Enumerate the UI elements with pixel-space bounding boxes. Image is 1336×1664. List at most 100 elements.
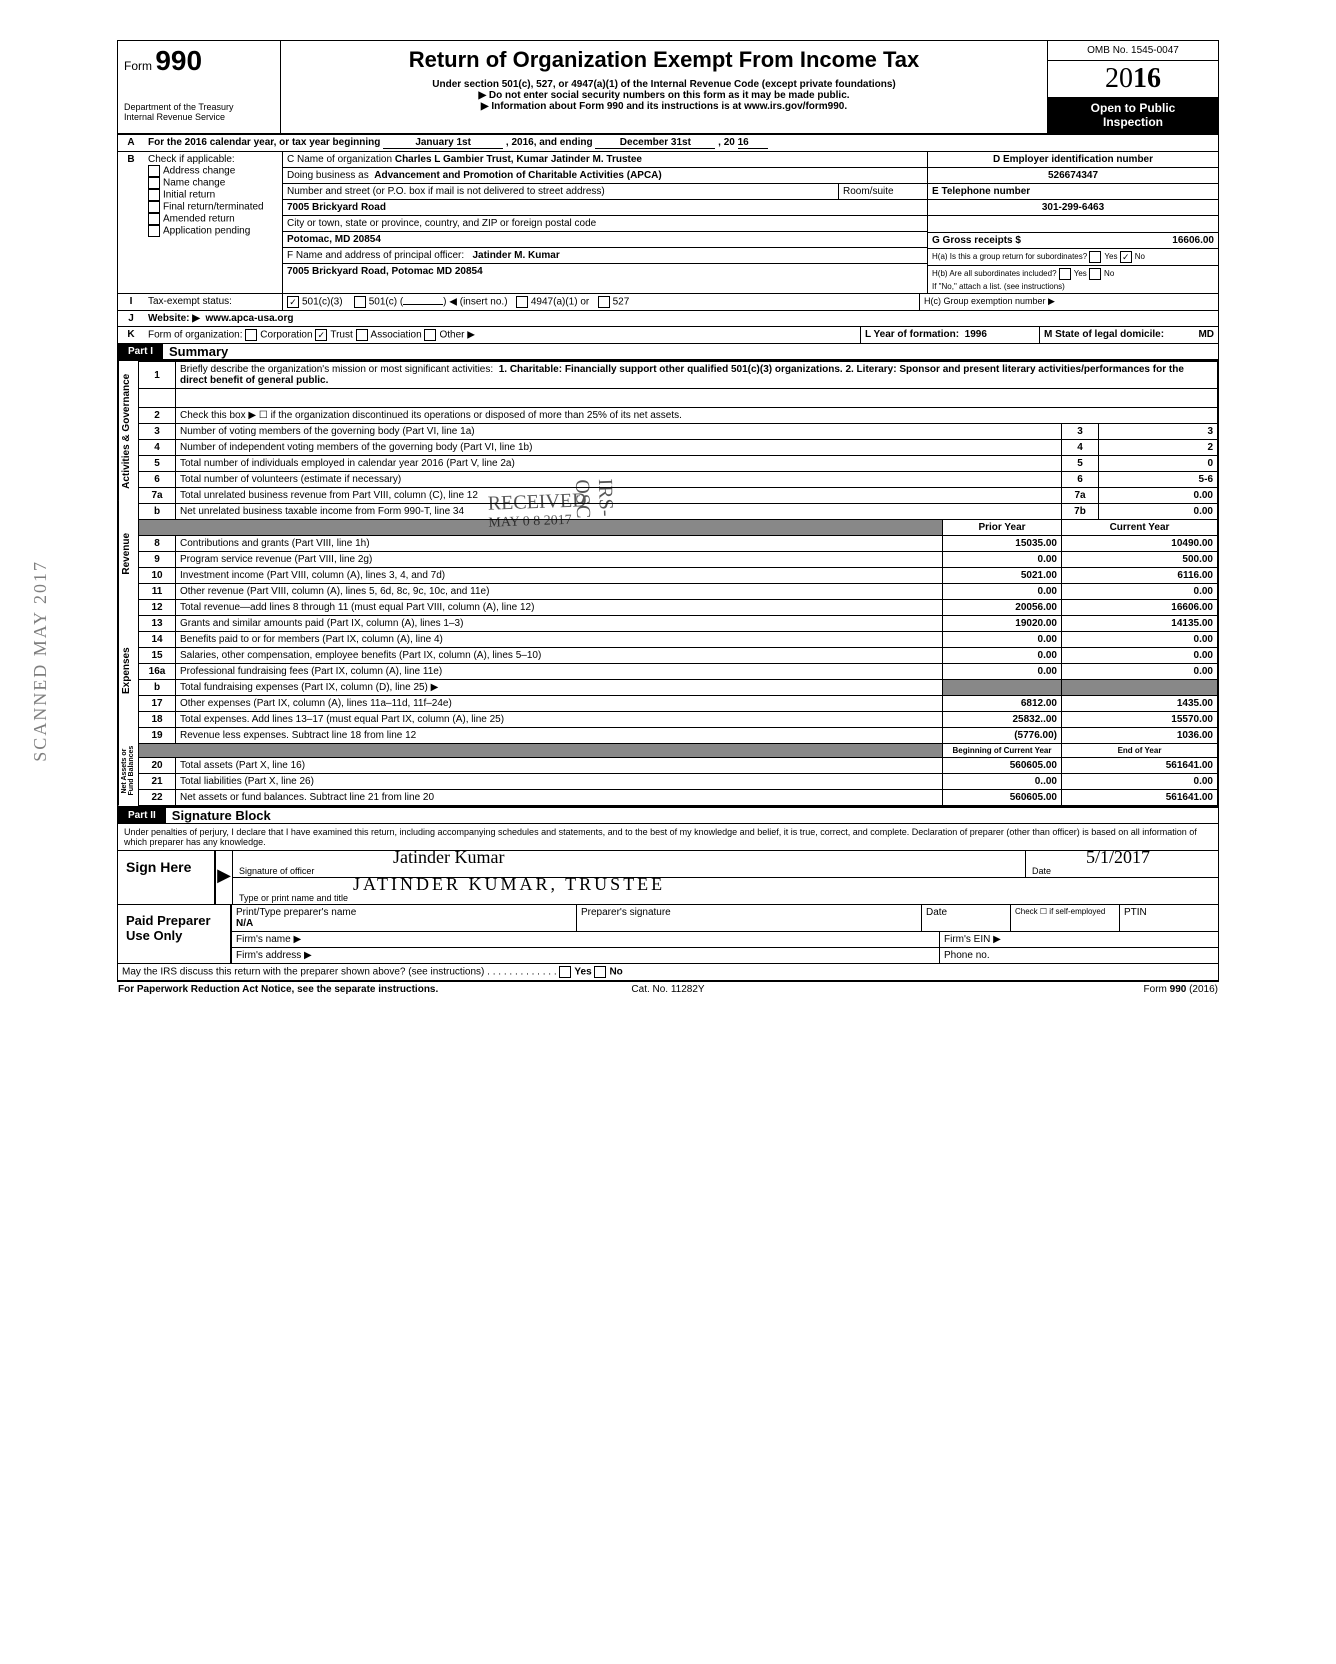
hb-no[interactable]	[1089, 268, 1101, 280]
subtitle-3: Information about Form 990 and its instr…	[289, 101, 1039, 112]
phone-label: Phone no.	[940, 948, 1218, 963]
ha-no[interactable]	[1120, 251, 1132, 263]
ein-value: 526674347	[928, 168, 1218, 184]
officer-name: Jatinder M. Kumar	[472, 250, 559, 261]
hc-label: H(c) Group exemption number ▶	[919, 294, 1218, 310]
e-label: E Telephone number	[928, 184, 1218, 200]
line-3: 3Number of voting members of the governi…	[139, 424, 1218, 440]
summary-table: 1 Briefly describe the organization's mi…	[138, 361, 1218, 806]
line-13: 13Grants and similar amounts paid (Part …	[139, 616, 1218, 632]
line-7b: bNet unrelated business taxable income f…	[139, 504, 1218, 520]
officer-address: 7005 Brickyard Road, Potomac MD 20854	[287, 266, 483, 277]
printed-name: JATINDER KUMAR, TRUSTEE	[353, 874, 665, 895]
form-title: Return of Organization Exempt From Incom…	[289, 47, 1039, 73]
street-address: 7005 Brickyard Road	[283, 200, 927, 215]
c-label: C Name of organization	[287, 154, 392, 165]
f-label: F Name and address of principal officer:	[287, 250, 464, 261]
row-j-label: J	[118, 311, 144, 326]
city-label: City or town, state or province, country…	[283, 216, 927, 231]
firm-ein-label: Firm's EIN ▶	[940, 932, 1218, 947]
line-10: 10Investment income (Part VIII, column (…	[139, 568, 1218, 584]
cb-assoc[interactable]	[356, 329, 368, 341]
omb-number: OMB No. 1545-0047	[1048, 41, 1218, 61]
website-value: www.apca-usa.org	[206, 313, 294, 324]
dba-label: Doing business as	[287, 170, 369, 181]
sig-officer-label: Signature of officer	[239, 866, 314, 876]
l-label: L Year of formation:	[865, 329, 959, 340]
cb-name-change[interactable]	[148, 177, 160, 189]
cb-address-change[interactable]	[148, 165, 160, 177]
scanned-stamp: SCANNED MAY 2017	[30, 560, 51, 762]
line-21: 21Total liabilities (Part X, line 26)0..…	[139, 774, 1218, 790]
line-20: 20Total assets (Part X, line 16)560605.0…	[139, 758, 1218, 774]
line-17: 17Other expenses (Part IX, column (A), l…	[139, 696, 1218, 712]
self-employed-check[interactable]: Check ☐ if self-employed	[1011, 905, 1120, 931]
paid-preparer-label: Paid Preparer Use Only	[118, 905, 232, 963]
officer-signature: Jatinder Kumar	[393, 847, 504, 868]
cb-501c3[interactable]	[287, 296, 299, 308]
line-9: 9Program service revenue (Part VIII, lin…	[139, 552, 1218, 568]
year-formation: 1996	[965, 329, 987, 340]
perjury-statement: Under penalties of perjury, I declare th…	[118, 824, 1218, 851]
line-7a: 7aTotal unrelated business revenue from …	[139, 488, 1218, 504]
form-number: Form 990	[124, 45, 274, 77]
prep-name-label: Print/Type preparer's name	[236, 907, 572, 918]
name-label: Type or print name and title	[239, 893, 348, 903]
sign-date: 5/1/2017	[1086, 847, 1150, 868]
tax-year: 2016	[1048, 61, 1218, 97]
form-footer: Form 990 (2016)	[705, 984, 1218, 995]
ha-yes[interactable]	[1089, 251, 1101, 263]
part2-label: Part II	[118, 808, 166, 823]
cb-501c[interactable]	[354, 296, 366, 308]
firm-addr-label: Firm's address ▶	[232, 948, 940, 963]
line-15: 15Salaries, other compensation, employee…	[139, 648, 1218, 664]
org-name: Charles L Gambier Trust, Kumar Jatinder …	[395, 154, 642, 165]
cb-other[interactable]	[424, 329, 436, 341]
cb-trust[interactable]	[315, 329, 327, 341]
group-expenses: Expenses	[118, 605, 138, 736]
part2-title: Signature Block	[166, 808, 271, 823]
dba-value: Advancement and Promotion of Charitable …	[374, 170, 661, 181]
date-label: Date	[1032, 866, 1051, 876]
line-16b: bTotal fundraising expenses (Part IX, co…	[139, 680, 1218, 696]
gross-receipts: 16606.00	[1172, 235, 1214, 246]
hb-yes[interactable]	[1059, 268, 1071, 280]
line-18: 18Total expenses. Add lines 13–17 (must …	[139, 712, 1218, 728]
discuss-yes[interactable]	[559, 966, 571, 978]
cb-initial-return[interactable]	[148, 189, 160, 201]
addr-label: Number and street (or P.O. box if mail i…	[287, 186, 605, 197]
row-i-label: I	[118, 294, 144, 310]
line-11: 11Other revenue (Part VIII, column (A), …	[139, 584, 1218, 600]
row-a-text: For the 2016 calendar year, or tax year …	[144, 135, 1218, 151]
hdr-current: Current Year	[1062, 520, 1218, 536]
open-inspection: Open to PublicInspection	[1048, 97, 1218, 133]
phone-value: 301-299-6463	[928, 200, 1218, 216]
row-k-label: K	[118, 327, 144, 343]
check-applicable: Check if applicable: Address change Name…	[144, 152, 283, 293]
subtitle-2: Do not enter social security numbers on …	[289, 90, 1039, 101]
hb-label: H(b) Are all subordinates included?	[932, 269, 1057, 278]
irs-discuss: May the IRS discuss this return with the…	[118, 964, 1218, 980]
hb-note: If "No," attach a list. (see instruction…	[928, 282, 1218, 293]
d-label: D Employer identification number	[928, 152, 1218, 168]
cb-4947[interactable]	[516, 296, 528, 308]
discuss-no[interactable]	[594, 966, 606, 978]
cb-corp[interactable]	[245, 329, 257, 341]
cb-amended[interactable]	[148, 213, 160, 225]
m-label: M State of legal domicile:	[1044, 329, 1164, 340]
g-label: G Gross receipts $	[932, 235, 1021, 246]
form-990: Form 990 Department of the Treasury Inte…	[117, 40, 1219, 982]
ha-label: H(a) Is this a group return for subordin…	[932, 252, 1087, 261]
cb-527[interactable]	[598, 296, 610, 308]
paperwork-notice: For Paperwork Reduction Act Notice, see …	[118, 984, 631, 995]
firm-name-label: Firm's name ▶	[232, 932, 940, 947]
line-19: 19Revenue less expenses. Subtract line 1…	[139, 728, 1218, 744]
cb-final-return[interactable]	[148, 201, 160, 213]
cb-pending[interactable]	[148, 225, 160, 237]
preparer-name: N/A	[236, 918, 253, 929]
line-4: 4Number of independent voting members of…	[139, 440, 1218, 456]
dept-treasury: Department of the Treasury Internal Reve…	[124, 103, 274, 123]
row-a-label: A	[118, 135, 144, 151]
tax-exempt-label: Tax-exempt status:	[144, 294, 283, 310]
prep-date-label: Date	[922, 905, 1011, 931]
